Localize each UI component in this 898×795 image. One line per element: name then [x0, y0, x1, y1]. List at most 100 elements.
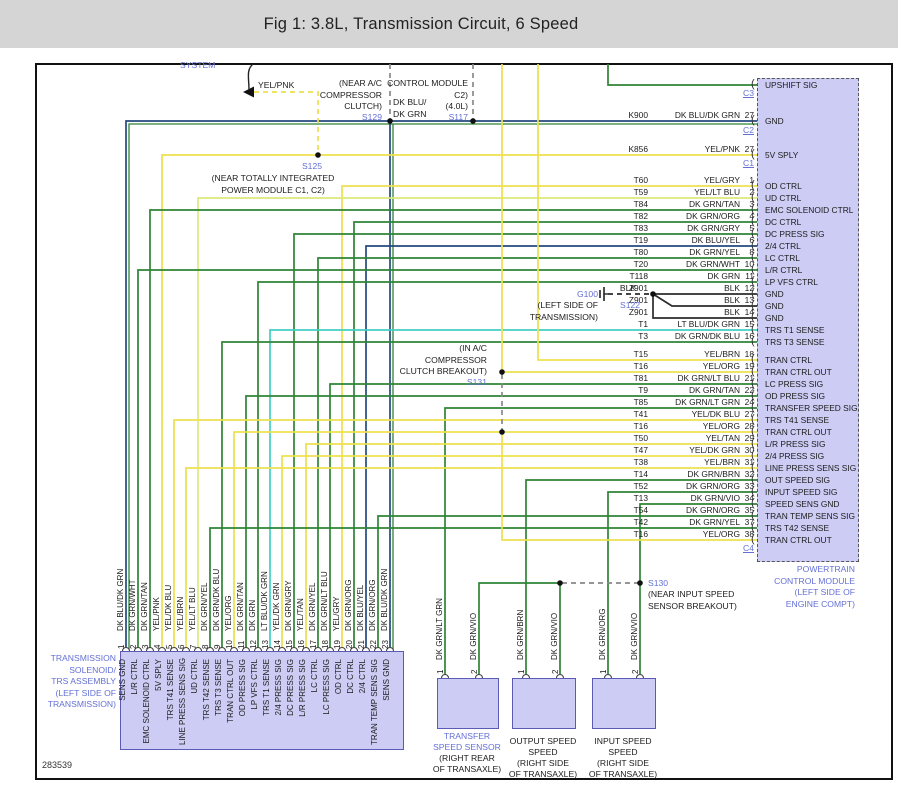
junction-dot-2	[470, 118, 476, 124]
pcm-pin-number: 1	[749, 175, 754, 185]
pcm-pin-number: 15	[744, 319, 754, 329]
pcm-pin-wirecolor: DK GRN/VIO	[690, 493, 740, 503]
title-bar: Fig 1: 3.8L, Transmission Circuit, 6 Spe…	[0, 0, 898, 48]
pcm-pin-bracket-icon: (	[751, 365, 755, 377]
solenoid-pin-wirecolor: YEL/TAN	[296, 598, 305, 631]
wire-gnd-k900-blu	[125, 120, 757, 651]
pcm-pin-number: 27	[744, 110, 754, 120]
solenoid-pin-wirecolor: DK GRN/GRY	[284, 580, 293, 631]
junction-dot-4	[499, 429, 505, 435]
pcm-pin-circuit: T41	[633, 409, 648, 419]
pcm-pin-number: 29	[744, 433, 754, 443]
pcm-pin-number: 31	[744, 457, 754, 467]
pcm-pin-circuit: Z901	[628, 283, 648, 293]
powertrain-control-module-box	[757, 78, 859, 562]
pcm-pin-label: 5V SPLY	[765, 150, 799, 160]
pcm-pin-bracket-icon: (	[751, 114, 755, 126]
sensor-name: SPEED	[608, 747, 638, 757]
solenoid-pin-label: TRAN CTRL OUT	[226, 659, 235, 723]
solenoid-pin-wirecolor: YEL/DK GRN	[272, 582, 281, 631]
sensor-pin-bump	[603, 673, 613, 679]
solenoid-pin-number: 16	[297, 640, 306, 649]
junction-dot-3	[499, 369, 505, 375]
solenoid-pin-bump	[289, 646, 299, 652]
control-module-note: CONTROL MODULE	[387, 78, 468, 88]
solenoid-pin-bump	[193, 646, 203, 652]
solenoid-pin-label: OD PRESS SIG	[238, 659, 247, 717]
wire-line-press-sens-sig	[185, 467, 757, 651]
pcm-pin-wirecolor: YEL/PNK	[704, 144, 740, 154]
pcm-pin-bracket-icon: (	[751, 485, 755, 497]
solenoid-pin-bump	[133, 646, 143, 652]
wire-transfer-speed-sig	[444, 407, 757, 678]
solenoid-pin-number: 18	[321, 640, 330, 649]
s122: S122	[620, 300, 641, 310]
pcm-pin-wirecolor: YEL/ORG	[702, 421, 740, 431]
solenoid-pin-number: 15	[285, 640, 294, 649]
sensor-location: (RIGHT SIDE	[597, 758, 649, 768]
pcm-pin-circuit: T9	[638, 385, 648, 395]
solenoid-pin-bump	[325, 646, 335, 652]
solenoid-pin-wirecolor: DK GRN/LT BLU	[320, 571, 329, 631]
g100-note: TRANSMISSION)	[529, 311, 598, 322]
pcm-pin-circuit: T13	[633, 493, 648, 503]
sensor-location: (RIGHT REAR	[439, 753, 495, 763]
pcm-pin-wirecolor: BLK	[724, 307, 740, 317]
pcm-pin-label: 2/4 CTRL	[765, 241, 801, 251]
pcm-pin-wirecolor: DK GRN/DK BLU	[674, 331, 740, 341]
pcm-pin-circuit: T54	[633, 505, 648, 515]
g100: G100	[576, 289, 598, 299]
pcm-pin-label: TRAN TEMP SENS SIG	[765, 511, 855, 521]
s130: S130	[648, 578, 669, 588]
sensor-pin-number: 2	[551, 669, 560, 674]
pcm-pin-number: 32	[744, 469, 754, 479]
pcm-pin-circuit: T20	[633, 259, 648, 269]
solenoid-pin-label: SENS GND	[118, 659, 127, 701]
pcm-pin-bracket-icon: (	[751, 533, 755, 545]
offpage-arrow-icon	[243, 86, 254, 98]
pcm-caption: (LEFT SIDE OF	[794, 587, 855, 597]
pcm-pin-number: 16	[744, 331, 754, 341]
solenoid-pin-label: LP VFS CTRL	[250, 659, 259, 710]
solenoid-pin-wirecolor: DK GRN/WHT	[128, 579, 137, 631]
pcm-pin-bracket-icon: (	[751, 239, 755, 251]
pcm-pin-circuit: Z901	[628, 307, 648, 317]
pcm-pin-bracket-icon: (	[751, 227, 755, 239]
s129-note: CLUTCH)	[344, 101, 382, 111]
pcm-pin-wirecolor: DK GRN/WHT	[686, 259, 740, 269]
sensor-pin-bump	[635, 673, 645, 679]
pcm-pin-wirecolor: YEL/ORG	[702, 529, 740, 539]
s125: S125	[301, 161, 323, 171]
solenoid-pin-label: 2/4 PRESS SIG	[274, 659, 283, 716]
solenoid-pin-number: 4	[153, 644, 162, 649]
solenoid-pin-number: 10	[225, 640, 234, 649]
pcm-pin-label: EMC SOLENOID CTRL	[765, 205, 854, 215]
pcm-pin-number: 27	[744, 144, 754, 154]
sensor-name: SPEED SENSOR	[433, 742, 501, 752]
wire-speed-sens-gnd	[639, 503, 757, 583]
s129-note: (NEAR A/C	[339, 78, 382, 88]
solenoid-pin-wirecolor: DK GRN/YEL	[308, 582, 317, 631]
solenoid-pin-wirecolor: DK GRN/DK BLU	[212, 568, 221, 631]
sensor-pin-wirecolor: DK GRN/VIO	[469, 612, 478, 660]
pcm-pin-wirecolor: DK GRN/YEL	[689, 517, 740, 527]
pcm-pin-circuit: K856	[628, 144, 648, 154]
solenoid-pin-bump	[265, 646, 275, 652]
sensor-pin-wirecolor: DK GRN/VIO	[550, 612, 559, 660]
sensor-name: OUTPUT SPEED	[509, 736, 577, 746]
pcm-pin-bracket-icon: (	[751, 78, 755, 90]
solenoid-pin-wirecolor: DK GRN/YEL	[200, 582, 209, 631]
solenoid-pin-number: 23	[381, 640, 390, 649]
pcm-pin-bracket-icon: (	[751, 215, 755, 227]
solenoid-pin-label: LC PRESS SIG	[322, 659, 331, 715]
pcm-pin-number: 13	[744, 295, 754, 305]
solenoid-pin-bump	[301, 646, 311, 652]
pcm-pin-circuit: T14	[633, 469, 648, 479]
pcm-pin-bracket-icon: (	[751, 449, 755, 461]
s117: S117	[448, 112, 468, 122]
wire-tran-ctrl-out-28	[233, 431, 757, 651]
pcm-pin-wirecolor: DK GRN/TAN	[688, 385, 740, 395]
pcm-pin-number: 34	[744, 493, 754, 503]
s130-note: (NEAR INPUT SPEED	[648, 589, 735, 599]
s130-note: SENSOR BREAKOUT)	[648, 600, 737, 611]
